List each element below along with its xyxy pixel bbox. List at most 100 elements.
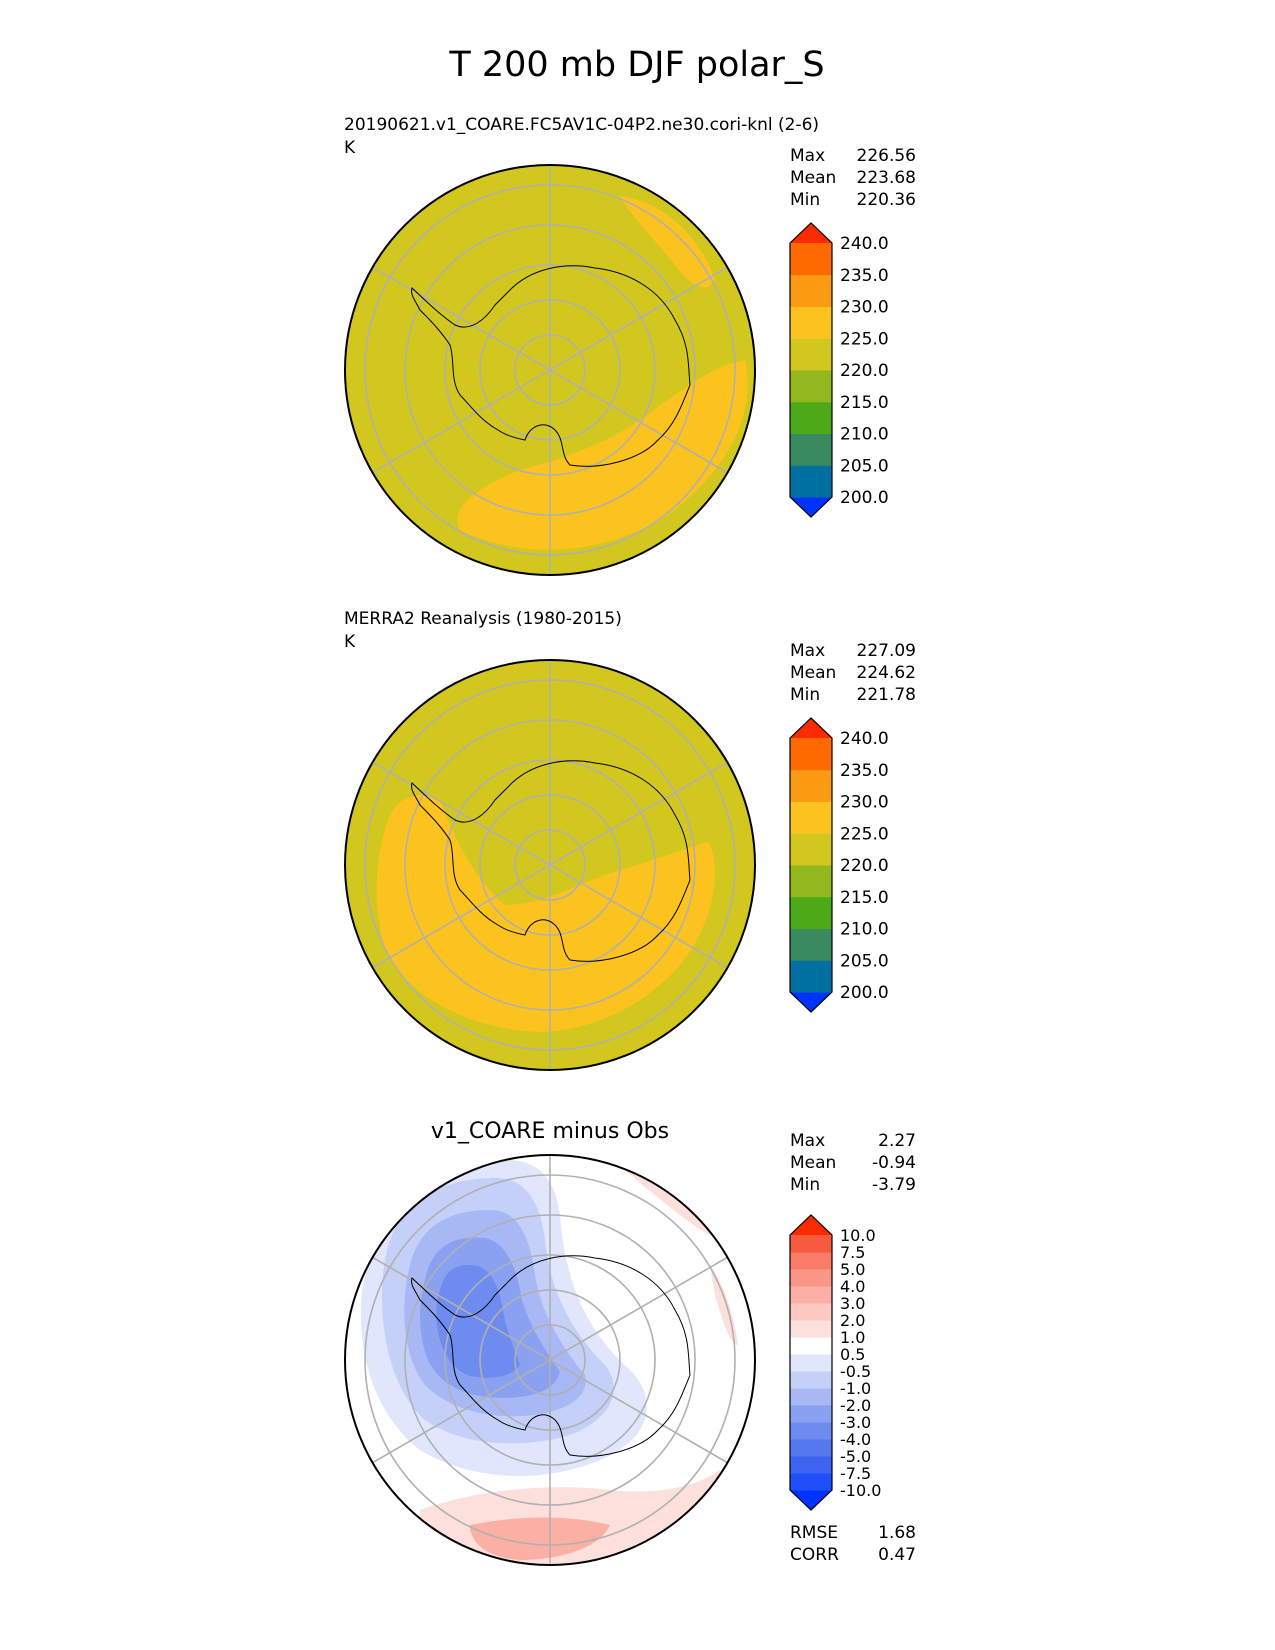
colorbar-tick-label: 3.0 bbox=[840, 1294, 865, 1313]
antarctica-coastline bbox=[411, 760, 691, 962]
colorbar-segment bbox=[790, 1422, 832, 1440]
colorbar-tick-label: 215.0 bbox=[840, 888, 889, 908]
panel-title: v1_COARE minus Obs bbox=[431, 1119, 669, 1144]
panel-model: 20190621.v1_COARE.FC5AV1C-04P2.ne30.cori… bbox=[344, 115, 916, 576]
antarctica-coastline bbox=[411, 1255, 691, 1457]
colorbar-tick-label: 220.0 bbox=[840, 361, 889, 381]
metric-value: 0.47 bbox=[878, 1545, 916, 1565]
stat-label: Mean bbox=[790, 1153, 836, 1173]
panel-obs: MERRA2 Reanalysis (1980-2015) K Max 227.… bbox=[344, 609, 916, 1071]
stat-value: 224.62 bbox=[857, 663, 916, 683]
colorbar-tick-label: 235.0 bbox=[840, 761, 889, 781]
colorbar-segment bbox=[790, 801, 832, 834]
stat-value: 2.27 bbox=[878, 1131, 916, 1151]
colorbar-tick-label: 230.0 bbox=[840, 298, 889, 318]
colorbar-segment bbox=[790, 1303, 832, 1321]
colorbar-segment bbox=[790, 1388, 832, 1406]
colorbar-tick-label: -1.0 bbox=[840, 1379, 871, 1398]
colorbar-segment bbox=[790, 465, 832, 498]
map-grid bbox=[364, 660, 736, 1070]
colorbar-segment bbox=[790, 1473, 832, 1491]
metric-label: CORR bbox=[790, 1545, 839, 1565]
colorbar-segment bbox=[790, 1337, 832, 1355]
colorbar: -10.0-7.5-5.0-4.0-3.0-2.0-1.0-0.50.51.02… bbox=[789, 1214, 881, 1511]
stat-value: 220.36 bbox=[857, 190, 916, 210]
stat-label: Max bbox=[790, 146, 825, 166]
stat-label: Max bbox=[790, 1131, 825, 1151]
stat-label: Min bbox=[790, 190, 820, 210]
colorbar-outline bbox=[789, 1214, 833, 1511]
colorbar-extend-max bbox=[790, 718, 832, 738]
colorbar-tick-label: -2.0 bbox=[840, 1396, 871, 1415]
colorbar-tick-label: 205.0 bbox=[840, 951, 889, 971]
metric-value: 1.68 bbox=[878, 1523, 916, 1543]
colorbar-tick-label: 205.0 bbox=[840, 456, 889, 476]
stat-label: Mean bbox=[790, 663, 836, 683]
colorbar-segment bbox=[790, 960, 832, 993]
stat-value: -0.94 bbox=[872, 1153, 916, 1173]
colorbar-tick-label: -4.0 bbox=[840, 1430, 871, 1449]
colorbar-tick-label: 10.0 bbox=[840, 1226, 876, 1245]
panel-units: K bbox=[344, 138, 356, 158]
metric-label: RMSE bbox=[790, 1523, 838, 1543]
antarctica-coastline bbox=[411, 265, 691, 467]
colorbar-tick-label: 2.0 bbox=[840, 1311, 865, 1330]
panel-units: K bbox=[344, 632, 356, 652]
stat-label: Min bbox=[790, 1175, 820, 1195]
colorbar-segment bbox=[790, 1439, 832, 1457]
colorbar: 200.0 205.0 210.0 215.0 220.0 225.0 230.0 235.0… bbox=[789, 222, 889, 518]
colorbar-tick-label: 5.0 bbox=[840, 1260, 865, 1279]
map-boundary bbox=[344, 659, 756, 1071]
colorbar-tick-label: 210.0 bbox=[840, 920, 889, 940]
colorbar-tick-label: -0.5 bbox=[840, 1362, 871, 1381]
colorbar-extend-max bbox=[790, 223, 832, 243]
colorbar-tick-label: 220.0 bbox=[840, 856, 889, 876]
colorbar-tick-label: 4.0 bbox=[840, 1277, 865, 1296]
stat-value: 221.78 bbox=[857, 685, 916, 705]
colorbar-tick-label: -10.0 bbox=[840, 1481, 881, 1500]
stats: Max 227.09 Mean 224.62 Min 221.78 bbox=[790, 641, 916, 705]
stat-value: 227.09 bbox=[857, 641, 916, 661]
colorbar-segment bbox=[790, 1371, 832, 1389]
colorbar-outline bbox=[789, 222, 833, 518]
colorbar-segment bbox=[790, 1252, 832, 1270]
stats: Max 2.27 Mean -0.94 Min -3.79 bbox=[790, 1131, 916, 1195]
warm-patch bbox=[620, 196, 715, 288]
colorbar-extend-min bbox=[790, 1490, 832, 1510]
colorbar-segment bbox=[790, 370, 832, 403]
colorbar-segment bbox=[790, 738, 832, 771]
stat-label: Max bbox=[790, 641, 825, 661]
colorbar-tick-label: 0.5 bbox=[840, 1345, 865, 1364]
colorbar-tick-label: 235.0 bbox=[840, 266, 889, 286]
metrics: RMSE 1.68 CORR 0.47 bbox=[790, 1523, 916, 1565]
colorbar-extend-max bbox=[790, 1215, 832, 1235]
map-grid bbox=[364, 165, 736, 575]
colorbar-segment bbox=[790, 1320, 832, 1338]
map-grid bbox=[364, 1155, 736, 1565]
figure-title: T 200 mb DJF polar_S bbox=[448, 45, 824, 85]
stat-label: Min bbox=[790, 685, 820, 705]
colorbar-segment bbox=[790, 1354, 832, 1372]
colorbar-tick-label: 240.0 bbox=[840, 234, 889, 254]
colorbar-segment bbox=[790, 769, 832, 802]
colorbar-tick-label: 200.0 bbox=[840, 983, 889, 1003]
colorbar-segment bbox=[790, 865, 832, 898]
panel-diff: v1_COARE minus Obs bbox=[344, 1119, 916, 1566]
colorbar-tick-label: 7.5 bbox=[840, 1243, 865, 1262]
colorbar-extend-min bbox=[790, 497, 832, 517]
colorbar-segment bbox=[790, 1456, 832, 1474]
colorbar-segment bbox=[790, 401, 832, 434]
colorbar-segment bbox=[790, 433, 832, 466]
stat-value: 226.56 bbox=[857, 146, 916, 166]
colorbar-segment bbox=[790, 833, 832, 866]
colorbar-tick-label: 240.0 bbox=[840, 729, 889, 749]
colorbar-extend-min bbox=[790, 992, 832, 1012]
colorbar-tick-label: 1.0 bbox=[840, 1328, 865, 1347]
colorbar-segment bbox=[790, 1235, 832, 1253]
warm-ring bbox=[376, 795, 716, 1032]
colorbar-tick-label: 225.0 bbox=[840, 824, 889, 844]
colorbar-segment bbox=[790, 928, 832, 961]
colorbar-tick-label: 200.0 bbox=[840, 488, 889, 508]
colorbar-tick-label: 230.0 bbox=[840, 793, 889, 813]
